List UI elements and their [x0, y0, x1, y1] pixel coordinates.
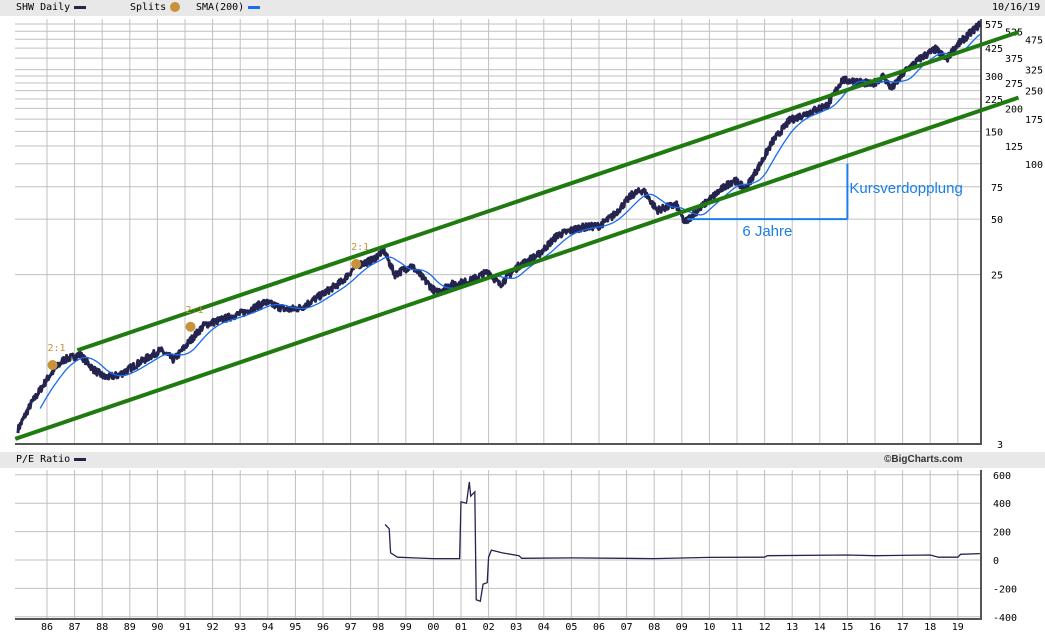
x-tick-label: 02 [483, 622, 495, 633]
x-tick-label: 92 [207, 622, 219, 633]
x-tick-label: 06 [593, 622, 605, 633]
pe-y-tick-label: -400 [993, 613, 1017, 624]
x-tick-label: 04 [538, 622, 550, 633]
x-tick-label: 97 [345, 622, 357, 633]
legend-splits-label: Splits [130, 2, 167, 13]
y-tick-label: 25 [991, 271, 1003, 282]
pe-y-tick-label: 0 [993, 556, 999, 567]
x-tick-label: 03 [510, 622, 522, 633]
x-tick-label: 99 [400, 622, 412, 633]
bigcharts-brand[interactable]: ©BigCharts.com [884, 454, 963, 465]
x-tick-label: 01 [455, 622, 467, 633]
x-tick-label: 12 [759, 622, 771, 633]
x-tick-label: 10 [703, 622, 715, 633]
pe-y-tick-label: 200 [993, 528, 1011, 539]
pe-swatch-icon [74, 457, 87, 461]
x-tick-label: 88 [96, 622, 108, 633]
legend-symbol: SHW Daily [16, 2, 87, 13]
split-icon [351, 258, 362, 269]
x-tick-label: 18 [924, 622, 936, 633]
pe-y-tick-label: 600 [993, 471, 1011, 482]
y-tick-label: 475 [1025, 35, 1043, 46]
x-tick-label: 93 [234, 622, 246, 633]
x-tick-label: 95 [289, 622, 301, 633]
x-tick-label: 15 [841, 622, 853, 633]
x-tick-label: 14 [814, 622, 826, 633]
legend-splits: Splits [130, 2, 181, 13]
split-icon [47, 360, 58, 371]
price-swatch-icon [74, 5, 87, 9]
x-tick-label: 11 [731, 622, 743, 633]
x-tick-label: 91 [179, 622, 191, 633]
six-years-label: 6 Jahre [742, 223, 792, 240]
legend-pe-label: P/E Ratio [16, 454, 71, 465]
price-legend-bar: SHW Daily Splits SMA(200) 10/16/19 [0, 0, 1045, 16]
doubling-label: Kursverdopplung [849, 180, 962, 197]
legend-pe: P/E Ratio [16, 454, 87, 465]
y-tick-label: 125 [1005, 142, 1023, 153]
y-tick-label: 375 [1005, 54, 1023, 65]
split-label: 2:1 [48, 343, 66, 354]
y-tick-label: 325 [1025, 66, 1043, 77]
split-label: 2:1 [186, 305, 204, 316]
x-tick-label: 16 [869, 622, 881, 633]
pe-y-tick-label: 400 [993, 499, 1011, 510]
x-tick-label: 87 [69, 622, 81, 633]
y-tick-label: 250 [1025, 87, 1043, 98]
legend-sma-label: SMA(200) [196, 2, 245, 13]
split-icon [170, 2, 181, 12]
x-tick-label: 98 [372, 622, 384, 633]
sma-swatch-icon [248, 5, 261, 9]
y-tick-label: 100 [1025, 160, 1043, 171]
y-tick-label: 200 [1005, 104, 1023, 115]
split-label: 2:1 [351, 242, 369, 253]
x-tick-label: 19 [952, 622, 964, 633]
lower-channel-line [14, 95, 1020, 441]
split-icon [185, 321, 196, 332]
y-tick-label: 225 [985, 95, 1003, 106]
legend-symbol-label: SHW Daily [16, 2, 71, 13]
sma-line [39, 33, 981, 409]
pe-legend-bar: P/E Ratio ©BigCharts.com [0, 452, 1045, 468]
upper-channel-line [76, 30, 1020, 353]
x-tick-label: 07 [621, 622, 633, 633]
y-tick-label: 575 [985, 20, 1003, 31]
x-tick-label: 94 [262, 622, 274, 633]
x-tick-label: 05 [565, 622, 577, 633]
y-tick-label: 75 [991, 183, 1003, 194]
x-tick-label: 17 [897, 622, 909, 633]
y-tick-label: 300 [985, 72, 1003, 83]
pe-line [384, 481, 980, 603]
y-tick-label: 175 [1025, 115, 1043, 126]
chart-date: 10/16/19 [992, 2, 1041, 13]
x-tick-label: 90 [151, 622, 163, 633]
x-tick-label: 00 [427, 622, 439, 633]
x-tick-label: 08 [648, 622, 660, 633]
x-tick-label: 09 [676, 622, 688, 633]
y-tick-label: 150 [985, 127, 1003, 138]
y-tick-label: 425 [985, 44, 1003, 55]
y-tick-label: 275 [1005, 79, 1023, 90]
y-tick-label: 50 [991, 215, 1003, 226]
y-tick-label: 3 [997, 440, 1003, 451]
legend-sma: SMA(200) [196, 2, 261, 13]
pe-y-tick-label: -200 [993, 584, 1017, 595]
x-tick-label: 13 [786, 622, 798, 633]
x-tick-label: 96 [317, 622, 329, 633]
x-tick-label: 89 [124, 622, 136, 633]
x-tick-label: 86 [41, 622, 53, 633]
